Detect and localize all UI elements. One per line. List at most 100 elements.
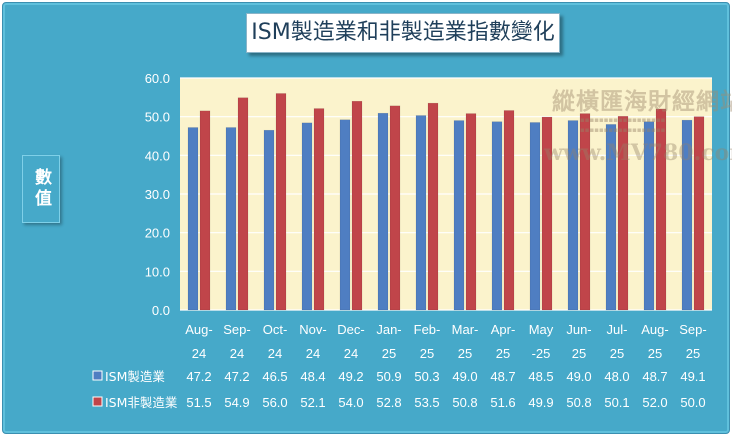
x-tick-label: Aug- (641, 322, 668, 337)
legend-swatch (92, 370, 103, 381)
y-tick-label: 20.0 (145, 226, 170, 241)
x-tick-label: 25 (496, 346, 510, 361)
data-table-value: 49.2 (338, 369, 363, 384)
bar (275, 93, 287, 311)
data-table-value: 50.0 (680, 395, 705, 410)
x-tick-label: 24 (268, 346, 282, 361)
x-tick-label: Jan- (376, 322, 401, 337)
bar (199, 110, 211, 311)
x-tick-label: 25 (572, 346, 586, 361)
x-tick-label: Sep- (223, 322, 250, 337)
x-tick-label: 25 (382, 346, 396, 361)
bar (351, 100, 363, 311)
legend-swatch (92, 396, 103, 407)
data-table-value: 48.5 (528, 369, 553, 384)
chart-title: ISM製造業和非製造業指數變化 (251, 20, 555, 45)
bar (579, 113, 591, 311)
title-box: ISM製造業和非製造業指數變化 (246, 13, 560, 53)
y-tick-label: 0.0 (152, 303, 170, 318)
x-tick-label: Mar- (452, 322, 479, 337)
bar (377, 112, 389, 311)
x-tick-label: Jul- (607, 322, 628, 337)
bar (427, 102, 439, 311)
data-table-value: 49.0 (452, 369, 477, 384)
x-tick-label: Nov- (299, 322, 326, 337)
data-table-value: 50.3 (414, 369, 439, 384)
bar (313, 108, 325, 311)
data-table-value: 52.0 (642, 395, 667, 410)
bar (453, 120, 465, 311)
data-table-value: 48.7 (490, 369, 515, 384)
x-tick-label: 25 (648, 346, 662, 361)
y-tick-label: 30.0 (145, 187, 170, 202)
x-tick-label: Jun- (566, 322, 591, 337)
x-tick-label: Dec- (337, 322, 364, 337)
bar (655, 108, 667, 311)
y-tick-label: 10.0 (145, 264, 170, 279)
data-table-value: 46.5 (262, 369, 287, 384)
x-tick-label: May (529, 322, 554, 337)
bar (263, 129, 275, 311)
bar (389, 105, 401, 311)
bar (693, 116, 705, 311)
bar (415, 115, 427, 311)
bar (225, 127, 237, 311)
bar (567, 120, 579, 311)
bar (541, 116, 553, 311)
data-table-value: 50.9 (376, 369, 401, 384)
x-tick-label: -25 (532, 346, 551, 361)
data-table-value: 47.2 (224, 369, 249, 384)
bar (339, 119, 351, 311)
data-table-value: 48.0 (604, 369, 629, 384)
bar (503, 110, 515, 311)
bar (187, 127, 199, 311)
x-tick-label: 25 (458, 346, 472, 361)
data-table-value: 56.0 (262, 395, 287, 410)
bar (237, 97, 249, 311)
data-table-value: 49.0 (566, 369, 591, 384)
legend-label: ISM非製造業 (105, 395, 178, 410)
data-table-value: 51.5 (186, 395, 211, 410)
x-tick-label: 24 (230, 346, 244, 361)
x-tick-label: Feb- (414, 322, 441, 337)
data-table-value: 51.6 (490, 395, 515, 410)
x-tick-label: 24 (344, 346, 358, 361)
data-table-value: 52.1 (300, 395, 325, 410)
x-tick-label: Oct- (263, 322, 288, 337)
y-tick-label: 40.0 (145, 148, 170, 163)
data-table-value: 50.1 (604, 395, 629, 410)
bar (605, 124, 617, 311)
data-table-value: 49.9 (528, 395, 553, 410)
y-axis-label-box: 數值 (22, 155, 60, 223)
data-table-value: 53.5 (414, 395, 439, 410)
x-tick-label: 25 (610, 346, 624, 361)
data-table-value: 52.8 (376, 395, 401, 410)
data-table-value: 49.1 (680, 369, 705, 384)
y-tick-label: 60.0 (145, 71, 170, 86)
x-tick-label: Sep- (679, 322, 706, 337)
x-tick-label: 25 (420, 346, 434, 361)
data-table-value: 50.8 (566, 395, 591, 410)
bar (529, 122, 541, 311)
bar (617, 116, 629, 311)
bar (465, 113, 477, 311)
bar (491, 121, 503, 311)
x-tick-label: 25 (686, 346, 700, 361)
data-table-value: 54.0 (338, 395, 363, 410)
y-axis-label: 數值 (31, 168, 51, 210)
data-table-value: 48.7 (642, 369, 667, 384)
x-tick-label: 24 (192, 346, 206, 361)
x-tick-label: Apr- (491, 322, 516, 337)
data-table-value: 47.2 (186, 369, 211, 384)
y-tick-label: 50.0 (145, 110, 170, 125)
x-tick-label: Aug- (185, 322, 212, 337)
x-tick-label: 24 (306, 346, 320, 361)
legend-label: ISM製造業 (105, 369, 165, 384)
bar (681, 119, 693, 311)
bar (643, 121, 655, 311)
data-table-value: 54.9 (224, 395, 249, 410)
data-table-value: 48.4 (300, 369, 325, 384)
data-table-value: 50.8 (452, 395, 477, 410)
bar (301, 122, 313, 311)
